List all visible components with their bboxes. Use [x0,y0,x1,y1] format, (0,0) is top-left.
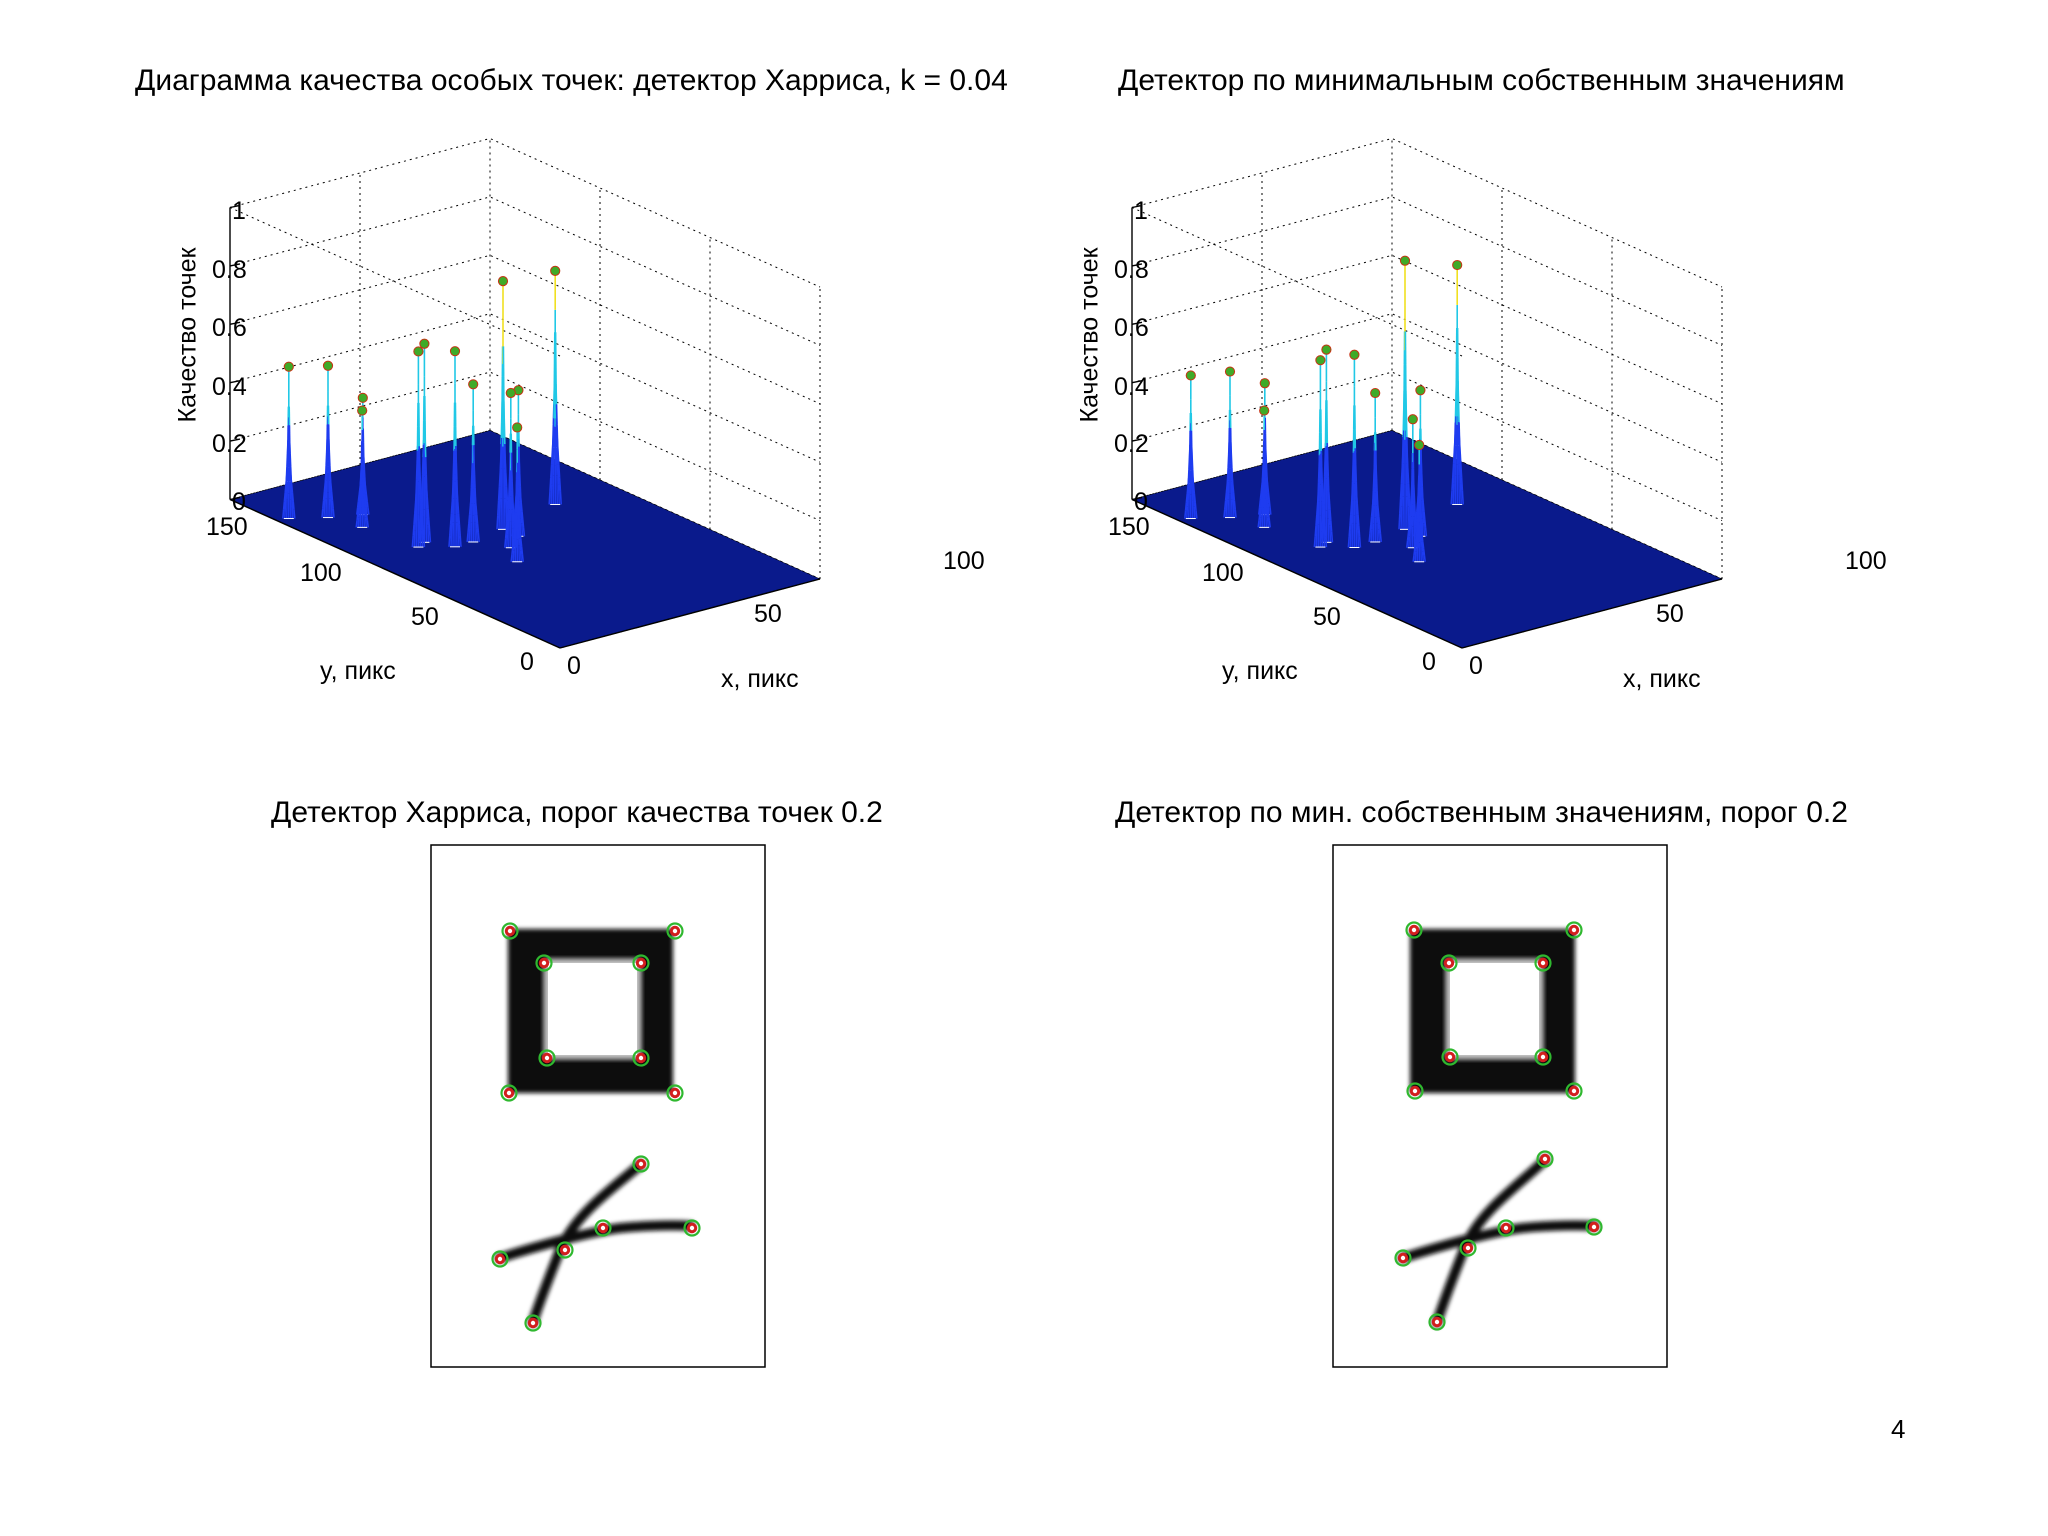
x-tick-label: 0 [1469,652,1483,680]
x-tick-label: 100 [943,547,985,575]
peak-spike [1223,366,1237,519]
peak-marker [1185,370,1196,381]
y-axis-label: y, пикс [1222,657,1298,685]
peak-marker [505,387,516,399]
peak-marker [413,346,424,357]
z-tick-label: 0.6 [1114,314,1149,342]
peak-spike [1368,387,1382,543]
peak-spike [411,346,426,548]
chart-title-harris-image: Детектор Харриса, порог качества точек 0… [271,796,883,829]
peak-spike [355,405,369,528]
peak-spike [282,361,296,520]
y-tick-label: 0 [520,648,534,676]
chart-title-mineig-3d: Детектор по минимальным собственным знач… [1118,64,1845,97]
peak-marker [1414,439,1425,451]
peak-marker [419,338,430,349]
z-tick-label: 0.2 [212,430,247,458]
peak-spike [466,379,480,543]
y-tick-label: 150 [206,513,248,541]
axes [1131,204,1723,649]
image-frame [1332,844,1668,1368]
peak-marker [468,379,479,390]
z-tick-label: 0 [232,488,246,516]
peak-marker [550,265,561,276]
y-tick-label: 100 [300,559,342,587]
peak-marker [1407,414,1418,425]
peak-spike [448,346,462,548]
peak-spike [417,338,432,543]
peak-marker [1321,344,1332,355]
peak-marker [357,392,368,403]
peak-marker [357,405,368,416]
z-tick-label: 0.8 [212,256,247,284]
peak-marker [1349,349,1360,360]
peak-marker [1452,259,1463,271]
x-tick-label: 0 [567,652,581,680]
chart-title-harris-3d: Диаграмма качества особых точек: детекто… [135,64,1008,97]
z-tick-label: 0.6 [212,314,247,342]
peak-spike [1347,349,1362,548]
x-tick-label: 100 [1845,547,1887,575]
peak-spike [504,387,518,549]
x-tick-label: 50 [754,600,782,628]
z-tick-label: 1 [232,197,246,225]
peak-spike [1412,439,1426,563]
y-axis-label: y, пикс [320,657,396,685]
z-tick-label: 0.4 [1114,373,1149,401]
peak-spike [548,265,562,505]
peak-marker [497,276,509,287]
peak-spike [510,422,524,563]
peak-spike [1313,355,1328,548]
z-tick-label: 0.8 [1114,256,1149,284]
peak-marker [1415,385,1426,396]
peak-spike [1398,255,1412,530]
cross-shape [1398,1155,1599,1327]
peak-spike [321,360,335,519]
x-axis-label: x, пикс [721,665,799,693]
axes [229,204,821,649]
peak-marker [1259,405,1270,416]
peak-marker [1259,378,1270,389]
x-axis-label: x, пикс [1623,665,1701,693]
z-tick-label: 0 [1134,488,1148,516]
peak-marker [1370,387,1381,399]
page-number: 4 [1891,1414,1906,1444]
x-tick-label: 50 [1656,600,1684,628]
peak-marker [322,360,334,371]
peak-marker [1315,355,1326,366]
chart-title-mineig-image: Детектор по мин. собственным значениям, … [1115,796,1848,829]
peak-marker [512,422,523,433]
peak-marker [1224,366,1236,377]
peak-spike [1257,405,1271,528]
y-tick-label: 150 [1108,513,1150,541]
y-tick-label: 50 [1313,603,1341,631]
peak-spike [1450,259,1464,505]
y-tick-label: 100 [1202,559,1244,587]
peak-marker [1399,255,1411,266]
peak-spike [1184,370,1198,520]
z-tick-label: 0.4 [212,373,247,401]
z-tick-label: 0.2 [1114,430,1149,458]
y-tick-label: 0 [1422,648,1436,676]
peak-marker [283,361,294,372]
y-tick-label: 50 [411,603,439,631]
z-tick-label: 1 [1134,197,1148,225]
peak-marker [449,346,461,357]
